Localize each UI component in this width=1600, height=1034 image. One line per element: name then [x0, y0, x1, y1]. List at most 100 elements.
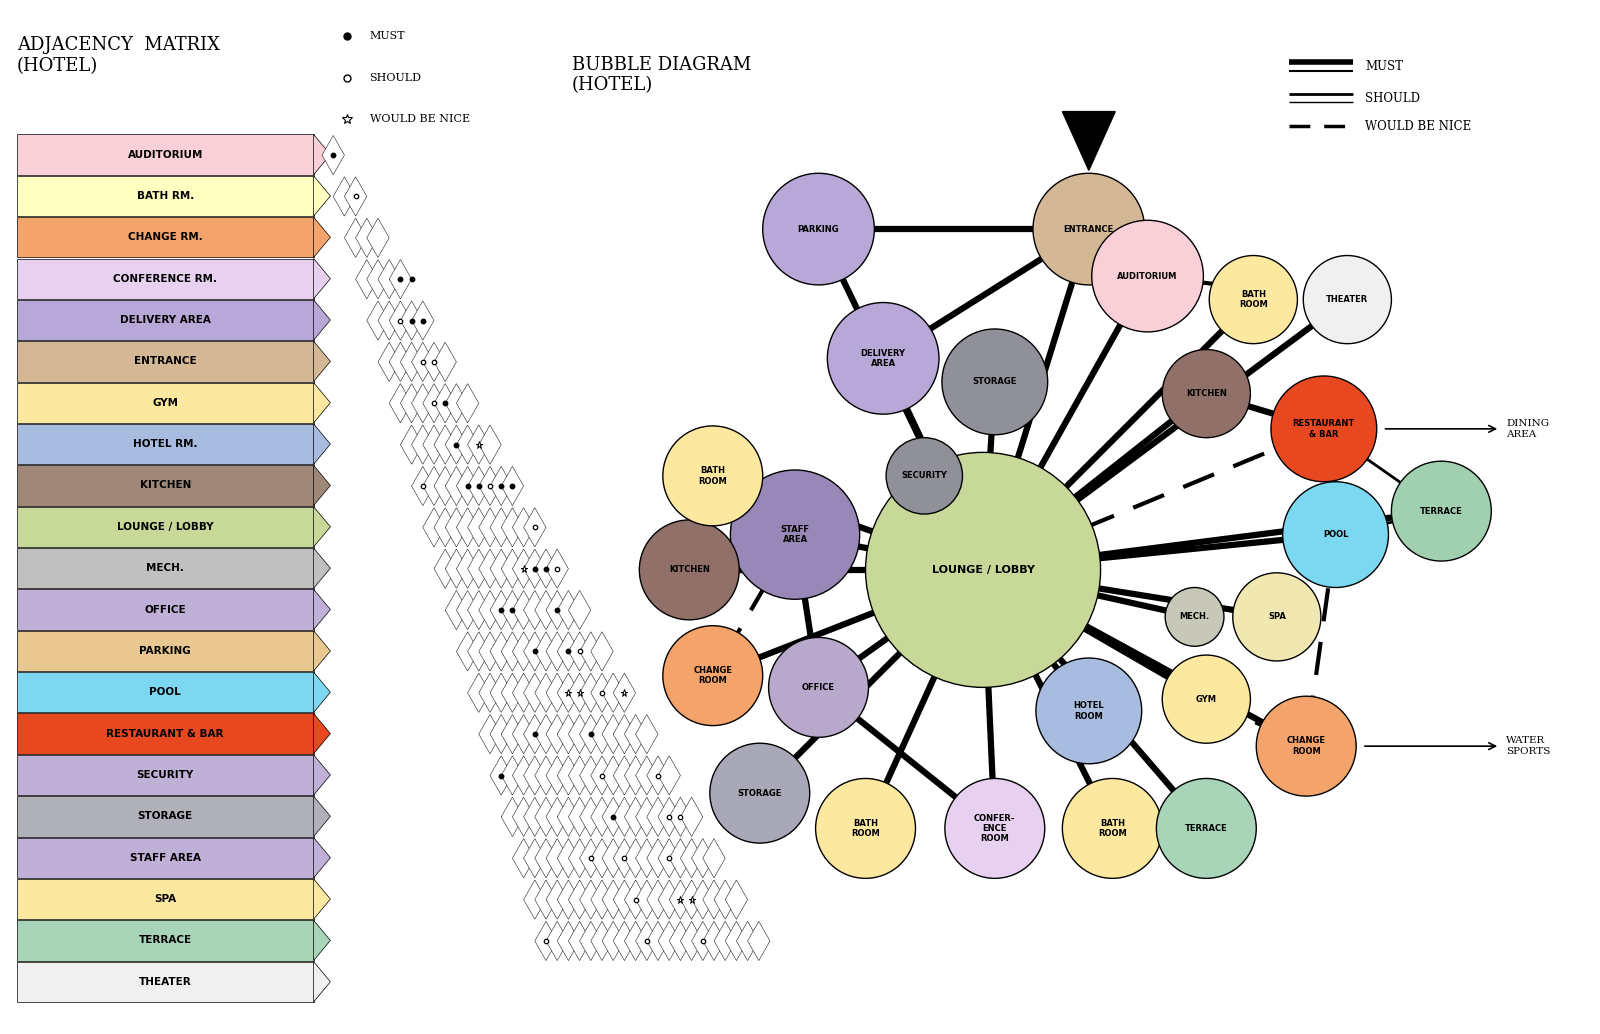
Polygon shape — [534, 839, 557, 878]
Polygon shape — [557, 921, 579, 961]
Polygon shape — [314, 589, 330, 630]
Polygon shape — [434, 384, 456, 423]
Polygon shape — [669, 880, 691, 919]
Text: ENTRANCE: ENTRANCE — [1064, 224, 1114, 234]
Polygon shape — [490, 714, 512, 754]
Polygon shape — [467, 590, 490, 630]
Polygon shape — [635, 797, 658, 837]
Polygon shape — [322, 135, 344, 175]
Polygon shape — [445, 466, 467, 506]
Polygon shape — [747, 921, 770, 961]
Circle shape — [1162, 349, 1250, 437]
Polygon shape — [534, 756, 557, 795]
Polygon shape — [314, 176, 330, 216]
Polygon shape — [512, 714, 534, 754]
Text: STORAGE: STORAGE — [973, 377, 1018, 387]
FancyBboxPatch shape — [16, 879, 314, 919]
Text: WOULD BE NICE: WOULD BE NICE — [370, 114, 470, 124]
Text: SHOULD: SHOULD — [1365, 92, 1419, 104]
Text: AUDITORIUM: AUDITORIUM — [1117, 272, 1178, 280]
Polygon shape — [512, 756, 534, 795]
Polygon shape — [501, 673, 523, 712]
Text: SECURITY: SECURITY — [901, 472, 947, 481]
Polygon shape — [691, 921, 714, 961]
Polygon shape — [579, 673, 602, 712]
Polygon shape — [314, 507, 330, 547]
Polygon shape — [658, 756, 680, 795]
Polygon shape — [534, 673, 557, 712]
Polygon shape — [669, 921, 691, 961]
FancyBboxPatch shape — [16, 300, 314, 340]
Polygon shape — [400, 384, 422, 423]
Text: OFFICE: OFFICE — [802, 682, 835, 692]
Text: BATH
ROOM: BATH ROOM — [1098, 819, 1126, 839]
Polygon shape — [590, 797, 613, 837]
Polygon shape — [344, 218, 366, 257]
Polygon shape — [546, 839, 568, 878]
Polygon shape — [680, 880, 702, 919]
Polygon shape — [445, 508, 467, 547]
Polygon shape — [523, 673, 546, 712]
Circle shape — [1232, 573, 1322, 661]
Text: DINING
AREA: DINING AREA — [1506, 419, 1549, 438]
Circle shape — [1034, 174, 1144, 285]
Polygon shape — [557, 839, 579, 878]
Polygon shape — [445, 549, 467, 588]
Polygon shape — [624, 839, 646, 878]
Text: TERRACE: TERRACE — [139, 936, 192, 945]
Polygon shape — [523, 797, 546, 837]
Polygon shape — [624, 714, 646, 754]
Polygon shape — [658, 839, 680, 878]
Polygon shape — [501, 508, 523, 547]
Polygon shape — [579, 839, 602, 878]
Polygon shape — [389, 301, 411, 340]
Text: WOULD BE NICE: WOULD BE NICE — [1365, 120, 1472, 132]
Polygon shape — [355, 218, 378, 257]
Polygon shape — [702, 880, 725, 919]
Circle shape — [662, 426, 763, 526]
Text: GYM: GYM — [152, 398, 178, 407]
Circle shape — [942, 329, 1048, 434]
FancyBboxPatch shape — [16, 631, 314, 671]
Polygon shape — [624, 921, 646, 961]
Polygon shape — [422, 384, 445, 423]
Text: BATH
ROOM: BATH ROOM — [851, 819, 880, 839]
Polygon shape — [590, 673, 613, 712]
Text: AUDITORIUM: AUDITORIUM — [128, 150, 203, 159]
FancyBboxPatch shape — [16, 383, 314, 423]
Polygon shape — [478, 673, 501, 712]
Polygon shape — [669, 797, 691, 837]
Polygon shape — [534, 880, 557, 919]
Polygon shape — [602, 921, 624, 961]
Polygon shape — [411, 301, 434, 340]
Polygon shape — [658, 921, 680, 961]
Polygon shape — [534, 549, 557, 588]
Polygon shape — [568, 839, 590, 878]
Text: DELIVERY AREA: DELIVERY AREA — [120, 315, 211, 325]
Polygon shape — [456, 384, 478, 423]
Polygon shape — [602, 880, 624, 919]
FancyBboxPatch shape — [16, 589, 314, 630]
Polygon shape — [523, 590, 546, 630]
Circle shape — [1256, 696, 1357, 796]
Polygon shape — [478, 508, 501, 547]
Polygon shape — [314, 300, 330, 340]
Polygon shape — [314, 424, 330, 464]
Text: OFFICE: OFFICE — [144, 605, 186, 614]
Polygon shape — [434, 466, 456, 506]
FancyBboxPatch shape — [16, 713, 314, 754]
Polygon shape — [490, 756, 512, 795]
Polygon shape — [366, 218, 389, 257]
Polygon shape — [314, 383, 330, 423]
Polygon shape — [400, 342, 422, 382]
Circle shape — [662, 626, 763, 726]
Text: SECURITY: SECURITY — [136, 770, 194, 780]
Polygon shape — [613, 714, 635, 754]
Polygon shape — [411, 466, 434, 506]
Polygon shape — [366, 301, 389, 340]
Polygon shape — [590, 756, 613, 795]
Polygon shape — [378, 260, 400, 299]
FancyBboxPatch shape — [16, 962, 314, 1002]
Text: STAFF AREA: STAFF AREA — [130, 853, 200, 862]
Polygon shape — [568, 632, 590, 671]
